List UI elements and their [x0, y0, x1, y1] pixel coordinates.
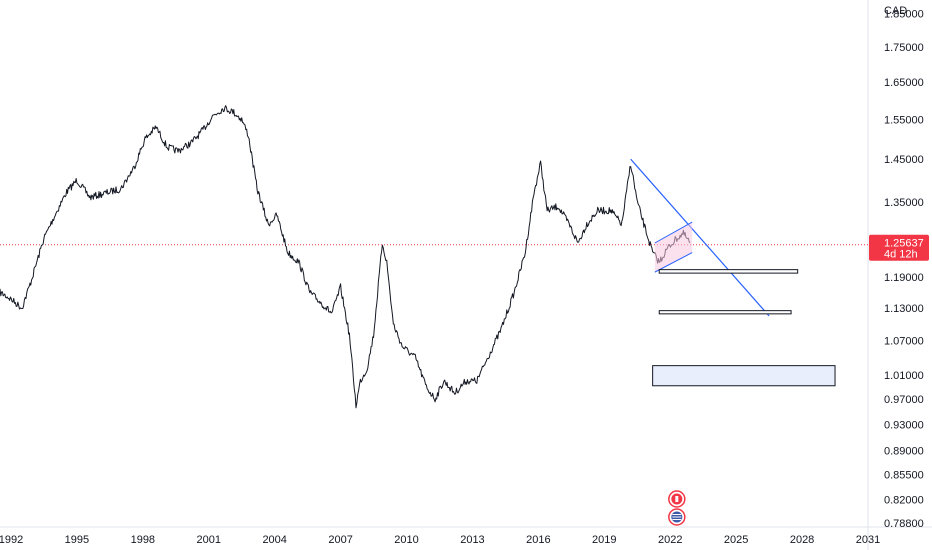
descending-trendline[interactable]: [630, 158, 770, 317]
price-tick-label: 1.13000: [884, 303, 924, 315]
time-axis[interactable]: 1992 1995 1998 2001 2004 2007 2010 2013 2016 2019…: [0, 534, 880, 546]
price-tick-label: 0.78800: [884, 518, 924, 530]
last-price-value: 1.25637: [884, 238, 924, 250]
price-tick-label: 1.65000: [884, 77, 924, 89]
currency-label: CAD: [884, 5, 907, 17]
last-price-tag: 1.25637 4d 12h: [869, 234, 929, 261]
price-axis[interactable]: 1.85000 1.75000 1.65000 1.55000 1.45000 1.350…: [884, 9, 924, 530]
time-tick-label: 2019: [592, 534, 616, 546]
time-tick-label: 2022: [658, 534, 682, 546]
time-tick-label: 2001: [197, 534, 221, 546]
canada-flag-icon[interactable]: [668, 490, 686, 508]
time-tick-label: 1992: [0, 534, 23, 546]
wedge-lower-line[interactable]: [654, 252, 693, 273]
price-tick-label: 1.85000: [884, 9, 924, 21]
wedge-fill: [654, 222, 693, 273]
target-zone-box[interactable]: [658, 269, 799, 274]
price-tick-label: 0.97000: [884, 394, 924, 406]
time-tick-label: 1995: [65, 534, 89, 546]
time-tick-label: 2004: [262, 534, 286, 546]
time-tick-label: 1998: [131, 534, 155, 546]
price-tick-label: 1.01000: [884, 370, 924, 382]
price-tick-label: 0.85500: [884, 469, 924, 481]
price-tick-label: 1.75000: [884, 42, 924, 54]
time-tick-label: 2013: [460, 534, 484, 546]
price-tick-label: 1.19000: [884, 272, 924, 284]
time-tick-label: 2010: [394, 534, 418, 546]
price-series-line[interactable]: [0, 105, 691, 409]
price-tick-label: 0.82000: [884, 494, 924, 506]
bar-countdown: 4d 12h: [884, 249, 918, 261]
wedge-upper-line[interactable]: [654, 221, 693, 244]
target-zone-box[interactable]: [652, 365, 836, 387]
price-tick-label: 1.07000: [884, 336, 924, 348]
price-tick-label: 0.89000: [884, 446, 924, 458]
time-tick-label: 2028: [790, 534, 814, 546]
maple-leaf-mark: [675, 496, 679, 502]
plot-area[interactable]: [0, 105, 868, 526]
time-tick-label: 2007: [328, 534, 352, 546]
price-tick-label: 0.93000: [884, 419, 924, 431]
price-tick-label: 1.45000: [884, 154, 924, 166]
time-tick-label: 2031: [856, 534, 880, 546]
price-tick-label: 1.55000: [884, 114, 924, 126]
price-tick-label: 1.35000: [884, 197, 924, 209]
time-tick-label: 2025: [724, 534, 748, 546]
target-zone-box[interactable]: [658, 310, 792, 315]
usa-flag-icon[interactable]: [668, 508, 686, 526]
time-tick-label: 2016: [526, 534, 550, 546]
last-price-box: [869, 234, 929, 261]
